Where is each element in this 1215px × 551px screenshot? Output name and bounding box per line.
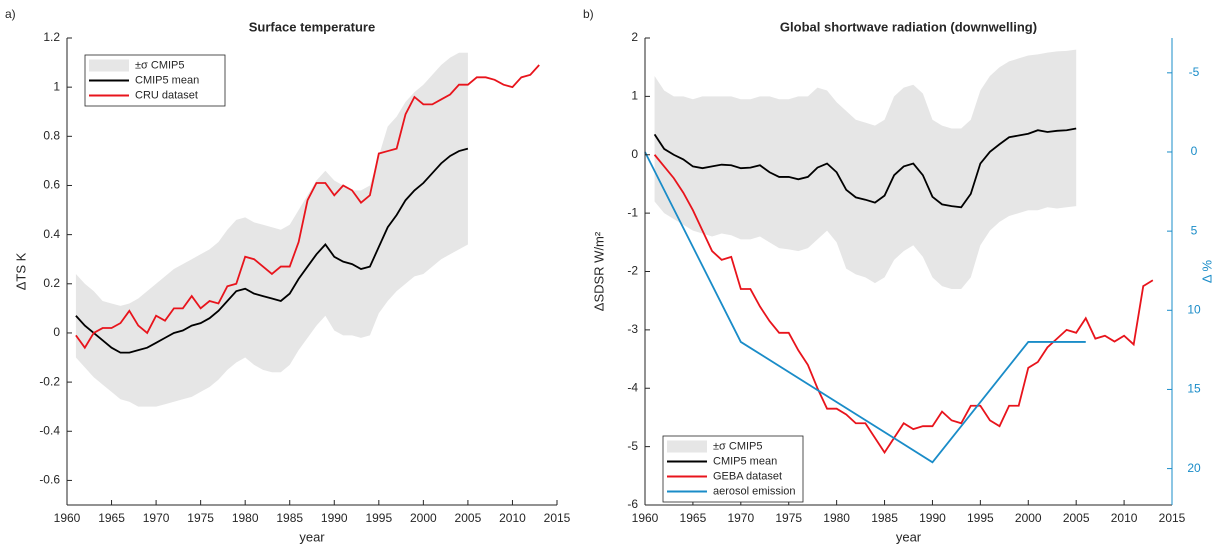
sigma-band [75,52,468,407]
y-tick-label: 1.2 [43,30,60,44]
y-tick-label: -3 [627,322,638,336]
series-line [75,64,540,350]
y2-tick-label: 0 [1191,144,1198,158]
x-tick-label: 2000 [410,511,437,525]
x-tick-label: 1985 [871,511,898,525]
y-axis-label: ΔSDSR W/m² [591,231,606,311]
legend-label: CRU dataset [135,89,198,101]
x-tick-label: 1975 [775,511,802,525]
x-tick-label: 1965 [98,511,125,525]
y-tick-label: 1 [53,79,60,93]
panel-label: b) [583,7,594,21]
chart-title: Surface temperature [249,19,375,34]
y-tick-label: -5 [627,439,638,453]
x-tick-label: 1970 [727,511,754,525]
x-tick-label: 1975 [187,511,214,525]
y-axis-label: ΔTS K [13,252,28,290]
x-tick-label: 2015 [1159,511,1186,525]
legend-label: GEBA dataset [713,470,782,482]
y-tick-label: 0.4 [43,227,60,241]
x-tick-label: 1995 [365,511,392,525]
y-tick-label: -2 [627,264,638,278]
y-tick-label: -4 [627,380,638,394]
y-tick-label: 0.2 [43,276,60,290]
panel-label: a) [5,7,16,21]
legend-label: CMIP5 mean [135,74,199,86]
x-tick-label: 1995 [967,511,994,525]
x-tick-label: 2010 [1111,511,1138,525]
y-tick-label: -1 [627,205,638,219]
x-tick-label: 1980 [232,511,259,525]
x-tick-label: 1985 [276,511,303,525]
y-tick-label: -0.2 [39,374,60,388]
y-tick-label: 0 [631,147,638,161]
y2-tick-label: 10 [1187,302,1201,316]
legend-swatch [89,59,129,72]
y-tick-label: 0 [53,325,60,339]
y2-tick-label: 5 [1191,223,1198,237]
x-tick-label: 1960 [632,511,659,525]
y2-axis-label: Δ % [1199,259,1214,283]
legend-swatch [667,440,707,453]
y-tick-label: 2 [631,30,638,44]
chart-title: Global shortwave radiation (downwelling) [780,19,1037,34]
series-line [653,127,1077,209]
legend-label: ±σ CMIP5 [135,59,185,71]
x-tick-label: 1970 [143,511,170,525]
y-tick-label: 1 [631,89,638,103]
y-tick-label: 0.6 [43,178,60,192]
y2-tick-label: 15 [1187,382,1201,396]
x-tick-label: 2005 [1063,511,1090,525]
series-line [75,147,469,354]
series-line [644,151,1086,464]
x-tick-label: 1965 [680,511,707,525]
y-tick-label: -0.4 [39,423,60,437]
x-tick-label: 2015 [544,511,571,525]
y-tick-label: -6 [627,497,638,511]
x-tick-label: 2005 [455,511,482,525]
legend-label: aerosol emission [713,485,796,497]
x-axis-label: year [299,529,325,544]
x-axis-label: year [896,529,922,544]
x-tick-label: 1960 [54,511,81,525]
y-tick-label: -0.6 [39,473,60,487]
x-tick-label: 1990 [321,511,348,525]
sigma-band [654,49,1077,290]
series-line [653,154,1154,455]
x-tick-label: 2000 [1015,511,1042,525]
x-tick-label: 1990 [919,511,946,525]
legend-label: CMIP5 mean [713,455,777,467]
legend-label: ±σ CMIP5 [713,440,763,452]
y2-tick-label: 20 [1187,461,1201,475]
x-tick-label: 1980 [823,511,850,525]
y-tick-label: 0.8 [43,128,60,142]
x-tick-label: 2010 [499,511,526,525]
y2-tick-label: -5 [1189,65,1200,79]
